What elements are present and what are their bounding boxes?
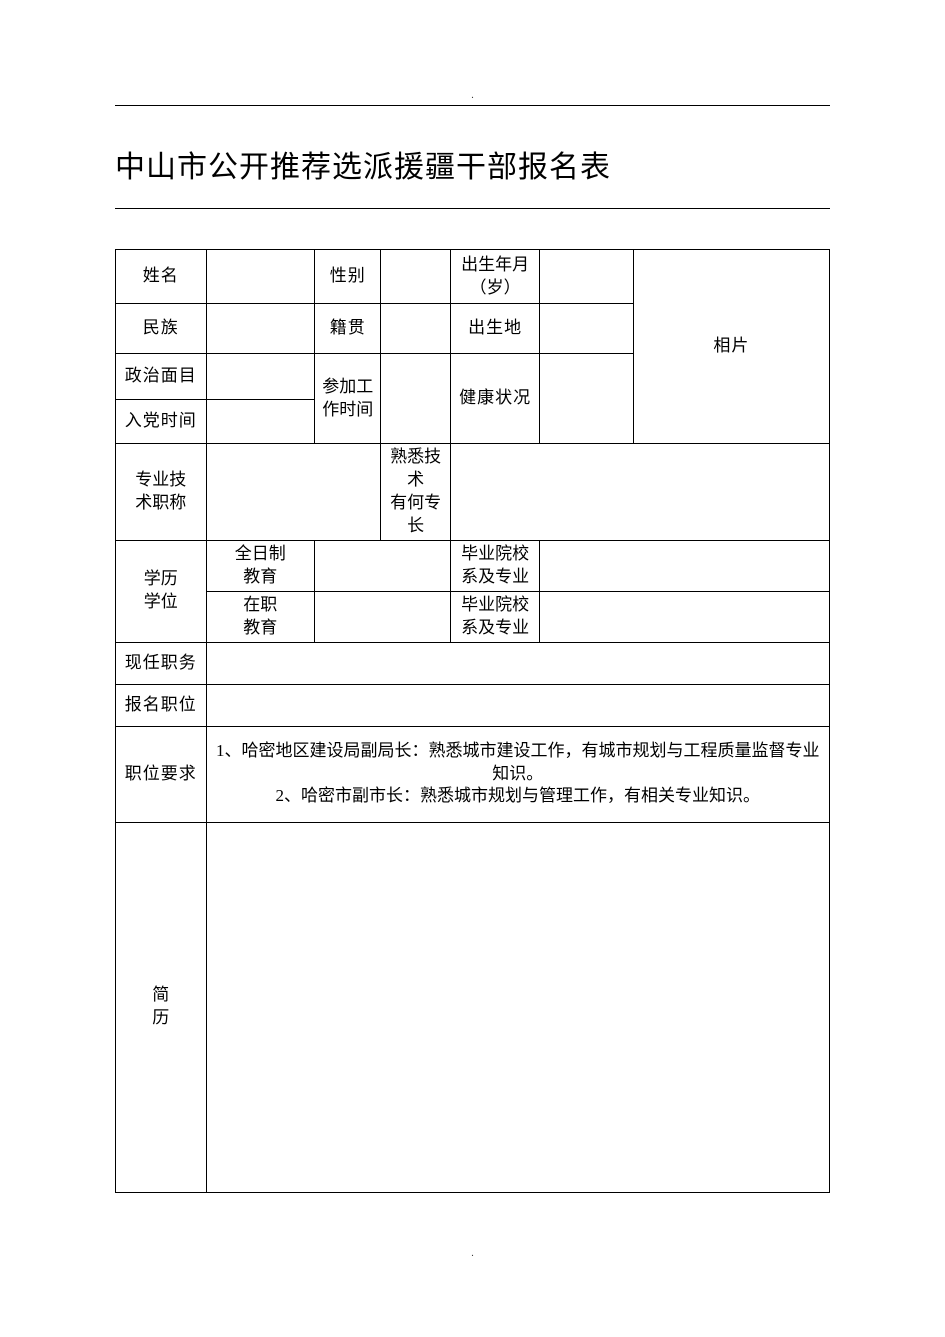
value-birthplace[interactable]: [540, 304, 634, 354]
value-work-start[interactable]: [381, 354, 450, 444]
value-current-post[interactable]: [206, 642, 830, 684]
value-native-place[interactable]: [381, 304, 450, 354]
label-edu-degree: 学历学位: [116, 540, 207, 642]
label-grad-school-2: 毕业院校系及专业: [450, 591, 540, 642]
label-pro-title: 专业技术职称: [116, 444, 207, 541]
registration-form-table: 姓名 性别 出生年月（岁） 相片 民族 籍贯 出生地 政治面目 参加工作时间 健…: [115, 249, 830, 1193]
label-current-post: 现任职务: [116, 642, 207, 684]
label-skills: 熟悉技术有何专长: [381, 444, 450, 541]
label-gender: 性别: [315, 250, 381, 304]
label-onjob-edu: 在职教育: [206, 591, 315, 642]
value-onjob-edu[interactable]: [315, 591, 451, 642]
label-requirements: 职位要求: [116, 726, 207, 822]
value-apply-post[interactable]: [206, 684, 830, 726]
footer-marker: .: [0, 1248, 945, 1259]
value-name[interactable]: [206, 250, 315, 304]
document-page: . 中山市公开推荐选派援疆干部报名表 姓名 性别 出生年月（岁） 相片 民族 籍…: [0, 0, 945, 1193]
label-health: 健康状况: [450, 354, 540, 444]
value-health[interactable]: [540, 354, 634, 444]
value-birth[interactable]: [540, 250, 634, 304]
document-title: 中山市公开推荐选派援疆干部报名表: [115, 142, 830, 186]
label-ethnicity: 民族: [116, 304, 207, 354]
value-ethnicity[interactable]: [206, 304, 315, 354]
value-pro-title[interactable]: [206, 444, 381, 541]
photo-cell[interactable]: 相片: [633, 250, 829, 444]
label-party-date: 入党时间: [116, 400, 207, 444]
header-marker: .: [115, 90, 830, 101]
label-fulltime-edu: 全日制教育: [206, 540, 315, 591]
value-fulltime-school[interactable]: [540, 540, 830, 591]
label-resume: 简历: [116, 822, 207, 1192]
value-requirements: 1、哈密地区建设局副局长：熟悉城市建设工作，有城市规划与工程质量监督专业知识。2…: [206, 726, 830, 822]
header-rule: [115, 105, 830, 106]
label-work-start: 参加工作时间: [315, 354, 381, 444]
label-name: 姓名: [116, 250, 207, 304]
value-skills[interactable]: [450, 444, 829, 541]
label-apply-post: 报名职位: [116, 684, 207, 726]
value-fulltime-edu[interactable]: [315, 540, 451, 591]
value-party-date[interactable]: [206, 400, 315, 444]
label-birthplace: 出生地: [450, 304, 540, 354]
label-birth: 出生年月（岁）: [450, 250, 540, 304]
value-gender[interactable]: [381, 250, 450, 304]
label-grad-school-1: 毕业院校系及专业: [450, 540, 540, 591]
value-resume[interactable]: [206, 822, 830, 1192]
value-onjob-school[interactable]: [540, 591, 830, 642]
label-political: 政治面目: [116, 354, 207, 400]
value-political[interactable]: [206, 354, 315, 400]
label-native-place: 籍贯: [315, 304, 381, 354]
title-rule: [115, 208, 830, 209]
